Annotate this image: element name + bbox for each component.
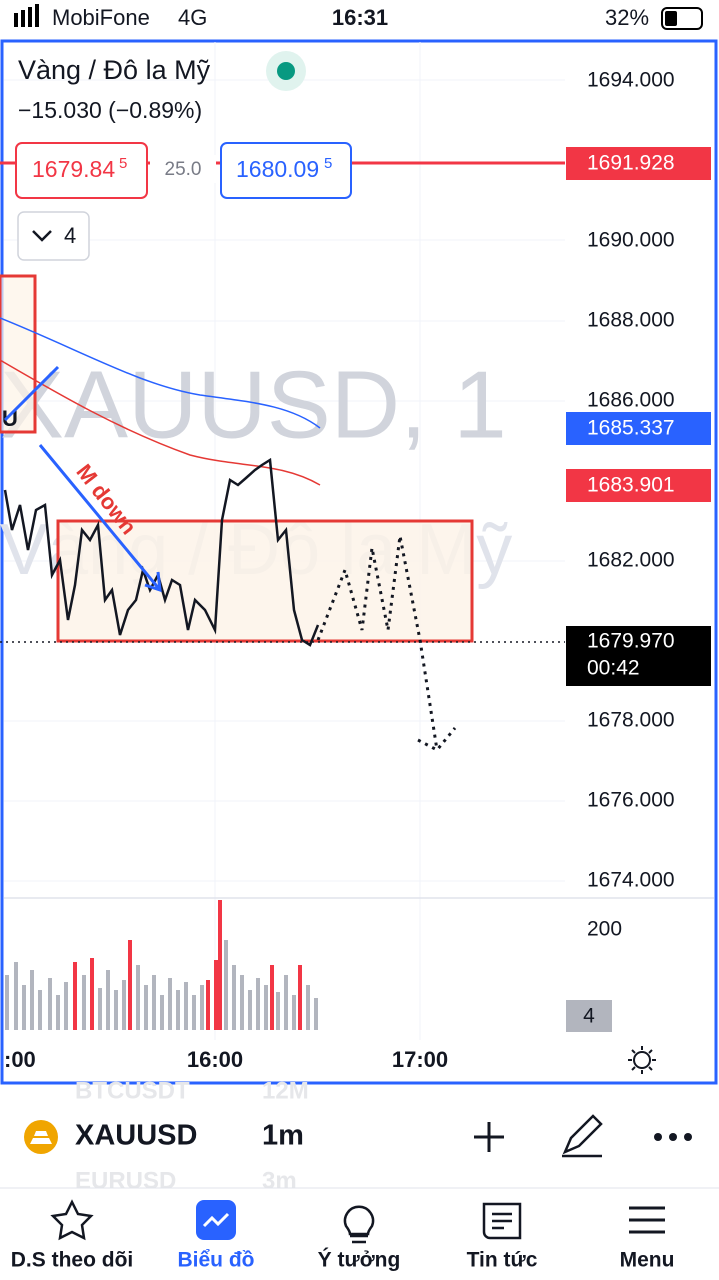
symbol-name[interactable]: XAUUSD xyxy=(75,1120,197,1152)
add-button[interactable] xyxy=(474,1122,504,1152)
sell-button[interactable] xyxy=(15,142,148,199)
more-button[interactable] xyxy=(654,1133,692,1141)
last-price-badge: 1679.970 xyxy=(587,630,675,653)
blue-ma-badge: 1685.337 xyxy=(587,417,675,440)
time-tick: 17:00 xyxy=(392,1047,448,1072)
nav-chart[interactable]: Biểu đồ xyxy=(178,1249,255,1272)
indicators-count: 4 xyxy=(64,223,76,248)
behind-symbol: BTCUSDT xyxy=(75,1077,190,1104)
high-line-badge: 1691.928 xyxy=(587,152,675,175)
badge-bg xyxy=(566,412,711,445)
interval[interactable]: 1m xyxy=(262,1120,304,1152)
red-ma-badge: 1683.901 xyxy=(587,474,675,497)
market-status xyxy=(277,62,295,80)
range-box[interactable] xyxy=(56,519,474,643)
nav-menu[interactable]: Menu xyxy=(620,1249,675,1272)
nav-watchlist[interactable]: D.S theo dõi xyxy=(11,1249,134,1272)
badge-bg xyxy=(566,147,711,180)
price-tick: 1676.000 xyxy=(587,789,675,812)
draw-button[interactable] xyxy=(562,1114,603,1158)
nav-icon xyxy=(629,1206,665,1234)
badge-bg xyxy=(566,1000,612,1032)
trend-line[interactable] xyxy=(3,365,60,422)
price-tick: 1682.000 xyxy=(587,549,675,572)
status-bar: MobiFone 4G 16:31 32% xyxy=(14,4,703,30)
settings-icon[interactable] xyxy=(628,1046,656,1074)
symbol-icon xyxy=(24,1120,58,1154)
buy-button[interactable] xyxy=(220,142,352,199)
nav-icon xyxy=(343,1205,375,1244)
sell-price: 1679.84 xyxy=(32,156,115,182)
volume-badge: 4 xyxy=(583,1005,595,1028)
behind-interval: 3m xyxy=(262,1167,297,1194)
badge-bg xyxy=(566,469,711,502)
watermark-symbol: XAUUSD, 1 xyxy=(0,351,507,458)
nav-icon xyxy=(50,1199,94,1241)
red-ma xyxy=(0,359,321,486)
badge-bg xyxy=(566,626,711,686)
nav-ideas[interactable]: Ý tưởng xyxy=(318,1248,401,1272)
arrow[interactable] xyxy=(38,444,162,593)
volume-bars xyxy=(5,940,318,1030)
price-tick: 1694.000 xyxy=(587,69,675,92)
price-tick: 1686.000 xyxy=(587,389,675,412)
price-change: −15.030 (−0.89%) xyxy=(18,97,202,123)
price-tick: 1690.000 xyxy=(587,229,675,252)
volume-tick: 200 xyxy=(587,918,622,941)
price-tick: 1674.000 xyxy=(587,869,675,892)
nav-news[interactable]: Tin tức xyxy=(467,1249,538,1272)
battery-level: 32% xyxy=(605,5,649,30)
countdown: 00:42 xyxy=(587,657,640,680)
nav-icon xyxy=(482,1202,522,1240)
sell-price-sup: 5 xyxy=(119,155,127,172)
network: 4G xyxy=(178,5,207,30)
behind-interval: 12M xyxy=(262,1077,309,1104)
buy-price: 1680.09 xyxy=(236,156,319,182)
volume-bars-down xyxy=(73,900,302,1030)
indicators-toggle[interactable] xyxy=(17,211,90,261)
time-tick: :00 xyxy=(4,1047,36,1072)
time-tick: 16:00 xyxy=(187,1047,243,1072)
blue-ma xyxy=(0,317,321,429)
carrier: MobiFone xyxy=(52,5,150,30)
price-tick: 1688.000 xyxy=(587,309,675,332)
clock: 16:31 xyxy=(332,5,388,30)
spread: 25.0 xyxy=(165,159,202,180)
price-tick: 1678.000 xyxy=(587,709,675,732)
projection-path[interactable] xyxy=(316,535,457,752)
symbol-title: Vàng / Đô la Mỹ xyxy=(18,55,211,85)
buy-price-sup: 5 xyxy=(324,155,332,172)
behind-symbol: EURUSD xyxy=(75,1167,176,1194)
